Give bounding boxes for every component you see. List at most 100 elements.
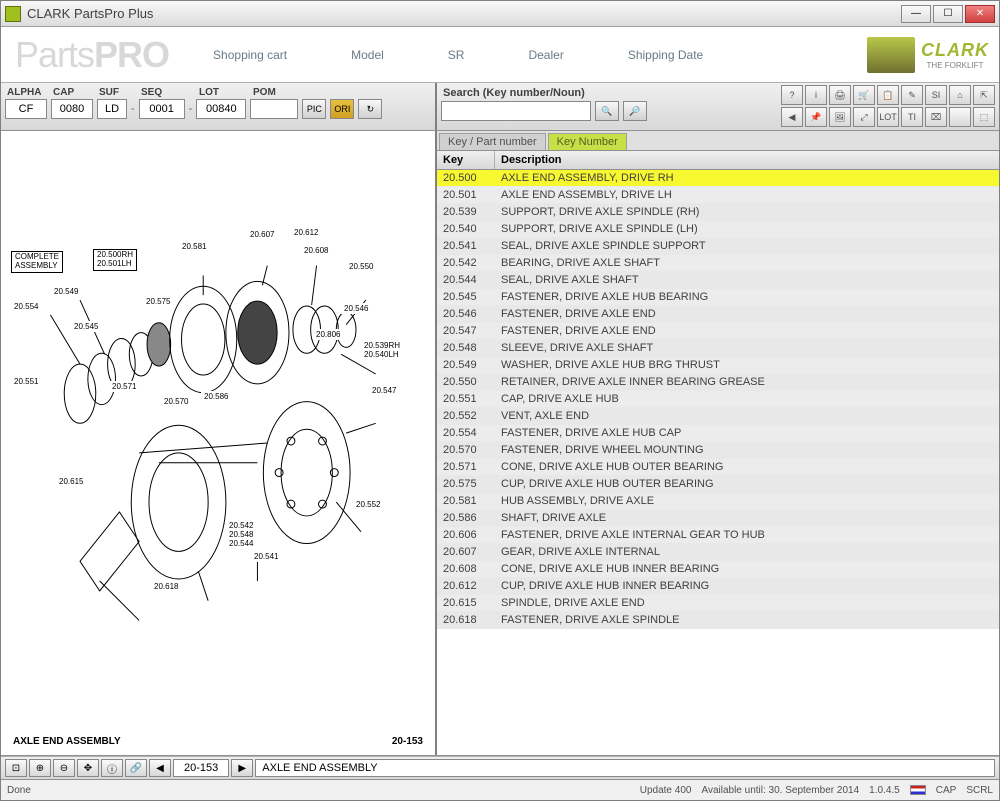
status-scrl: SCRL (966, 785, 993, 796)
part-row[interactable]: 20.546FASTENER, DRIVE AXLE END (437, 306, 999, 323)
minimize-button[interactable]: — (901, 5, 931, 23)
grid-body[interactable]: 20.500AXLE END ASSEMBLY, DRIVE RH20.501A… (437, 170, 999, 755)
tool-button-16[interactable] (949, 107, 971, 127)
part-desc: CONE, DRIVE AXLE HUB INNER BEARING (495, 561, 999, 577)
callout-20608: 20.608 (301, 245, 331, 256)
callout-20806: 20.806 (313, 329, 343, 340)
zoom-in-button[interactable]: ⊕ (29, 759, 51, 777)
part-row[interactable]: 20.615SPINDLE, DRIVE AXLE END (437, 595, 999, 612)
part-row[interactable]: 20.540SUPPORT, DRIVE AXLE SPINDLE (LH) (437, 221, 999, 238)
part-row[interactable]: 20.606FASTENER, DRIVE AXLE INTERNAL GEAR… (437, 527, 999, 544)
input-lot[interactable] (196, 99, 246, 119)
part-row[interactable]: 20.544SEAL, DRIVE AXLE SHAFT (437, 272, 999, 289)
part-row[interactable]: 20.581HUB ASSEMBLY, DRIVE AXLE (437, 493, 999, 510)
tool-button-12[interactable]: ⤢ (853, 107, 875, 127)
part-row[interactable]: 20.547FASTENER, DRIVE AXLE END (437, 323, 999, 340)
part-row[interactable]: 20.586SHAFT, DRIVE AXLE (437, 510, 999, 527)
tool-button-15[interactable]: ⌧ (925, 107, 947, 127)
tool-button-9[interactable]: ◀ (781, 107, 803, 127)
nav-shipping-date[interactable]: Shipping Date (628, 48, 703, 62)
part-row[interactable]: 20.501AXLE END ASSEMBLY, DRIVE LH (437, 187, 999, 204)
maximize-button[interactable]: ☐ (933, 5, 963, 23)
part-desc: VENT, AXLE END (495, 408, 999, 424)
tool-button-0[interactable]: ? (781, 85, 803, 105)
nav-shopping-cart[interactable]: Shopping cart (213, 48, 287, 62)
brand-tagline: THE FORKLIFT (921, 61, 989, 70)
status-done: Done (7, 785, 31, 796)
nav-sr[interactable]: SR (448, 48, 465, 62)
part-row[interactable]: 20.551CAP, DRIVE AXLE HUB (437, 391, 999, 408)
nav-model[interactable]: Model (351, 48, 384, 62)
input-suf[interactable] (97, 99, 127, 119)
part-row[interactable]: 20.545FASTENER, DRIVE AXLE HUB BEARING (437, 289, 999, 306)
tool-button-7[interactable]: ⌂ (949, 85, 971, 105)
info-button[interactable]: ⓘ (101, 759, 123, 777)
part-row[interactable]: 20.539SUPPORT, DRIVE AXLE SPINDLE (RH) (437, 204, 999, 221)
grid-header-key[interactable]: Key (437, 151, 495, 169)
part-row[interactable]: 20.554FASTENER, DRIVE AXLE HUB CAP (437, 425, 999, 442)
search-input[interactable] (441, 101, 591, 121)
link-button[interactable]: 🔗 (125, 759, 147, 777)
input-cap[interactable] (51, 99, 93, 119)
pan-button[interactable]: ✥ (77, 759, 99, 777)
search-button[interactable]: 🔍 (595, 101, 619, 121)
pic-button[interactable]: PIC (302, 99, 326, 119)
part-row[interactable]: 20.607GEAR, DRIVE AXLE INTERNAL (437, 544, 999, 561)
top-nav: PartsPRO Shopping cart Model SR Dealer S… (1, 27, 999, 83)
part-row[interactable]: 20.542BEARING, DRIVE AXLE SHAFT (437, 255, 999, 272)
tab-key-number[interactable]: Key Number (548, 133, 627, 150)
status-cap: CAP (936, 785, 957, 796)
tab-key-part-number[interactable]: Key / Part number (439, 133, 546, 150)
diagram-viewport[interactable]: COMPLETEASSEMBLY 20.500RH20.501LH 20.554… (1, 131, 435, 755)
search-zoom-button[interactable]: 🔎 (623, 101, 647, 121)
part-key: 20.570 (437, 442, 495, 458)
part-desc: BEARING, DRIVE AXLE SHAFT (495, 255, 999, 271)
part-row[interactable]: 20.608CONE, DRIVE AXLE HUB INNER BEARING (437, 561, 999, 578)
part-row[interactable]: 20.571CONE, DRIVE AXLE HUB OUTER BEARING (437, 459, 999, 476)
input-alpha[interactable] (5, 99, 47, 119)
zoom-out-button[interactable]: ⊖ (53, 759, 75, 777)
part-row[interactable]: 20.570FASTENER, DRIVE WHEEL MOUNTING (437, 442, 999, 459)
part-row[interactable]: 20.541SEAL, DRIVE AXLE SPINDLE SUPPORT (437, 238, 999, 255)
ori-button[interactable]: ORI (330, 99, 354, 119)
nav-dealer[interactable]: Dealer (528, 48, 563, 62)
next-page-button[interactable]: ▶ (231, 759, 253, 777)
part-desc: AXLE END ASSEMBLY, DRIVE LH (495, 187, 999, 203)
part-row[interactable]: 20.575CUP, DRIVE AXLE HUB OUTER BEARING (437, 476, 999, 493)
refresh-button[interactable]: ↻ (358, 99, 382, 119)
prev-page-button[interactable]: ◀ (149, 759, 171, 777)
tool-button-13[interactable]: LOT (877, 107, 899, 127)
diagram-page-code: 20-153 (392, 736, 423, 747)
tool-button-11[interactable]: 🖼 (829, 107, 851, 127)
tool-button-5[interactable]: ✎ (901, 85, 923, 105)
callout-20552: 20.552 (353, 499, 383, 510)
tool-button-3[interactable]: 🛒 (853, 85, 875, 105)
tool-button-10[interactable]: 📌 (805, 107, 827, 127)
part-row[interactable]: 20.550RETAINER, DRIVE AXLE INNER BEARING… (437, 374, 999, 391)
window-title: CLARK PartsPro Plus (27, 6, 153, 21)
tool-button-14[interactable]: TI (901, 107, 923, 127)
part-row[interactable]: 20.548SLEEVE, DRIVE AXLE SHAFT (437, 340, 999, 357)
zoom-fit-button[interactable]: ⊡ (5, 759, 27, 777)
tool-button-6[interactable]: SI (925, 85, 947, 105)
part-row[interactable]: 20.500AXLE END ASSEMBLY, DRIVE RH (437, 170, 999, 187)
tool-button-8[interactable]: ⇱ (973, 85, 995, 105)
part-key: 20.539 (437, 204, 495, 220)
part-row[interactable]: 20.618FASTENER, DRIVE AXLE SPINDLE (437, 612, 999, 629)
tool-button-4[interactable]: 📋 (877, 85, 899, 105)
input-seq[interactable] (139, 99, 185, 119)
app-window: CLARK PartsPro Plus — ☐ ✕ PartsPRO Shopp… (0, 0, 1000, 801)
tool-button-17[interactable]: ⬚ (973, 107, 995, 127)
part-row[interactable]: 20.549WASHER, DRIVE AXLE HUB BRG THRUST (437, 357, 999, 374)
close-button[interactable]: ✕ (965, 5, 995, 23)
part-row[interactable]: 20.612CUP, DRIVE AXLE HUB INNER BEARING (437, 578, 999, 595)
grid-header-desc[interactable]: Description (495, 151, 999, 169)
tool-button-2[interactable]: 🖨 (829, 85, 851, 105)
assembly-diagram (11, 141, 425, 745)
part-key: 20.606 (437, 527, 495, 543)
page-number-display: 20-153 (173, 759, 229, 777)
input-pom[interactable] (250, 99, 298, 119)
tool-button-1[interactable]: i (805, 85, 827, 105)
part-row[interactable]: 20.552VENT, AXLE END (437, 408, 999, 425)
status-update: Update 400 (640, 785, 692, 796)
